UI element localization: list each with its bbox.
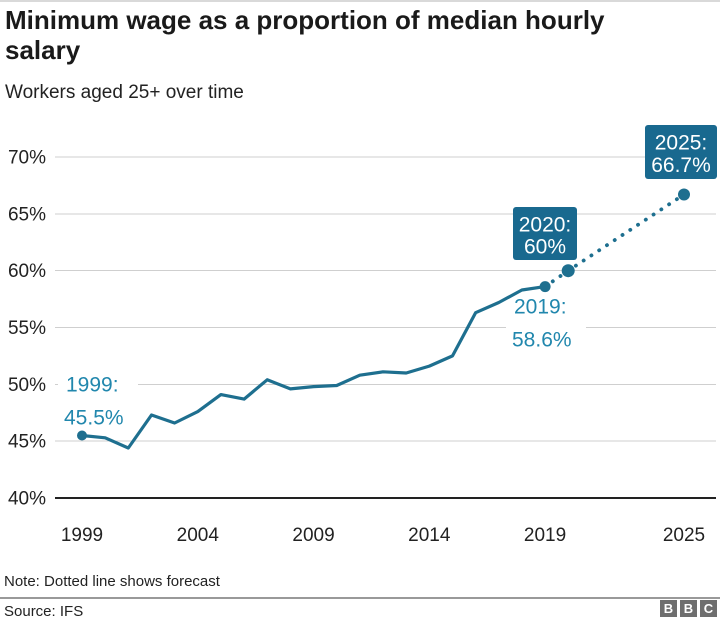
annotation-halos — [58, 294, 586, 430]
annotation-1999-value: 45.5% — [64, 407, 124, 430]
y-axis-tick-label: 70% — [8, 148, 46, 169]
annotation-2019-value: 58.6% — [512, 329, 572, 352]
x-axis-tick-label: 2019 — [524, 525, 566, 546]
annotation-2019-year: 2019: — [514, 296, 567, 319]
annotation-1999-year: 1999: — [66, 374, 119, 397]
footnote: Note: Dotted line shows forecast — [4, 573, 220, 590]
data-point-marker — [561, 264, 575, 278]
x-axis-tick-label: 2025 — [663, 525, 705, 546]
bbc-logo-block: B — [660, 600, 677, 617]
grid-and-axes: 40% 45% 50% 55% 60% 65% 70% 1999 2004 2009 2014 201… — [8, 148, 716, 546]
bbc-logo: B B C — [660, 600, 717, 617]
chart-subtitle: Workers aged 25+ over time — [5, 82, 244, 103]
y-axis-tick-label: 60% — [8, 261, 46, 282]
x-axis-tick-label: 1999 — [61, 525, 103, 546]
bbc-logo-block: C — [700, 600, 717, 617]
y-axis-tick-label: 65% — [8, 204, 46, 225]
annotations-text: 1999: 45.5% 2019: 58.6% — [64, 296, 572, 430]
forecast-label-2025-value: 66.7% — [651, 154, 711, 177]
bbc-logo-block: B — [680, 600, 697, 617]
y-axis-tick-label: 40% — [8, 489, 46, 510]
x-axis-tick-label: 2004 — [177, 525, 220, 546]
x-axis-tick-label: 2014 — [408, 525, 451, 546]
annotation-halo — [58, 374, 138, 430]
x-axis-tick-label: 2009 — [292, 525, 334, 546]
forecast-label-box-2020 — [513, 207, 577, 260]
data-point-marker — [678, 188, 690, 201]
annotation-halo — [506, 294, 586, 352]
forecast-label-2020-value: 60% — [524, 236, 566, 259]
data-series — [77, 188, 690, 450]
chart-svg: 40% 45% 50% 55% 60% 65% 70% 1999 2004 2009 2014 201… — [8, 125, 717, 546]
forecast-label-2025-year: 2025: — [655, 132, 708, 155]
forecast-label-box-2025 — [645, 125, 717, 179]
source-label: Source: IFS — [4, 603, 84, 618]
footer-divider — [0, 597, 720, 599]
y-axis-tick-label: 45% — [8, 432, 46, 453]
y-axis-tick-label: 50% — [8, 375, 46, 396]
data-point-marker — [77, 430, 87, 441]
chart-title: Minimum wage as a proportion of median h… — [5, 5, 605, 65]
data-point-marker — [539, 281, 551, 293]
forecast-label-2020-year: 2020: — [519, 214, 572, 237]
y-axis-tick-label: 55% — [8, 318, 46, 339]
series-line-actual — [80, 285, 547, 450]
forecast-labels: 2020: 60% 2025: 66.7% — [513, 125, 717, 260]
